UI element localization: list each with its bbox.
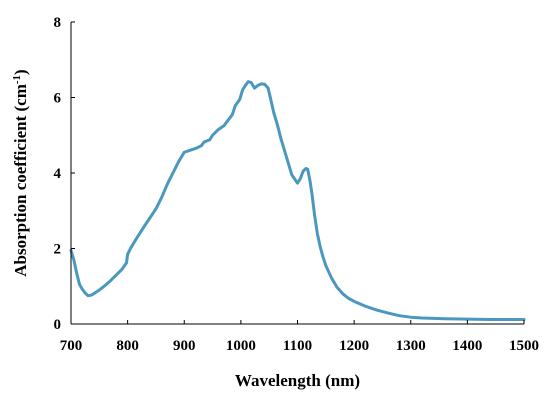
- y-ticks: 0 2 4 6 8: [54, 15, 75, 333]
- x-tick-label: 1100: [283, 338, 312, 354]
- absorption-series-line: [69, 80, 526, 321]
- x-tick-label: 1400: [452, 338, 482, 354]
- x-tick-label: 1500: [509, 338, 539, 354]
- y-tick-label: 2: [54, 242, 62, 258]
- y-tick-label: 8: [54, 15, 62, 31]
- y-axis-title-main: Absorption coefficient (cm: [11, 84, 30, 277]
- y-tick-label: 4: [54, 166, 62, 182]
- axes: [70, 22, 524, 325]
- y-axis-title-close: ): [11, 69, 30, 75]
- x-tick-label: 1300: [396, 338, 426, 354]
- plot-area: [69, 80, 526, 321]
- y-tick-label: 6: [54, 91, 62, 107]
- x-ticks: 700 800 900 1000 1100 1200 1300 1400 1500: [60, 320, 539, 354]
- x-tick-label: 700: [60, 338, 83, 354]
- y-axis-title-superscript: -1: [11, 75, 23, 84]
- x-tick-label: 1000: [226, 338, 256, 354]
- y-tick-label: 0: [54, 317, 62, 333]
- x-tick-label: 900: [173, 338, 196, 354]
- x-axis-title: Wavelength (nm): [235, 371, 360, 390]
- x-tick-label: 1200: [339, 338, 369, 354]
- x-tick-label: 800: [116, 338, 139, 354]
- y-axis-title: Absorption coefficient (cm-1): [11, 69, 30, 276]
